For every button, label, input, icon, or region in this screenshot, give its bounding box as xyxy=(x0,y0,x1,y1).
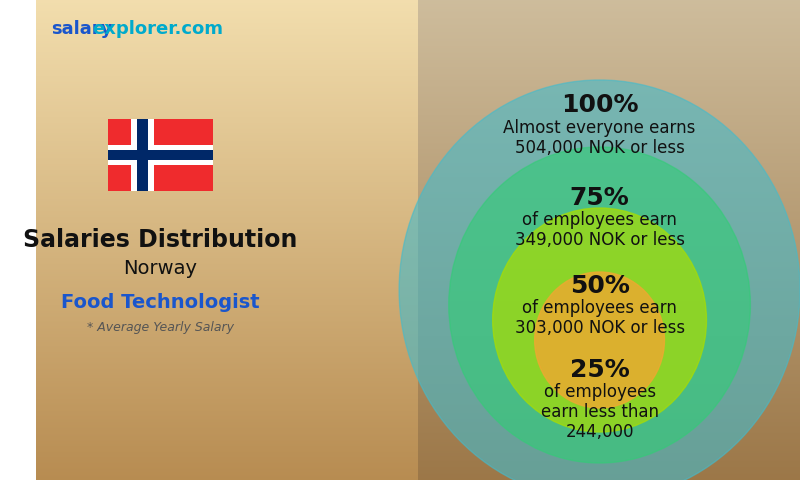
Text: 349,000 NOK or less: 349,000 NOK or less xyxy=(514,231,685,249)
Circle shape xyxy=(399,80,800,480)
Text: of employees earn: of employees earn xyxy=(522,211,677,229)
Circle shape xyxy=(449,147,750,463)
Text: Food Technologist: Food Technologist xyxy=(62,292,260,312)
Text: 504,000 NOK or less: 504,000 NOK or less xyxy=(514,139,685,157)
Text: 25%: 25% xyxy=(570,358,630,382)
Text: Salaries Distribution: Salaries Distribution xyxy=(23,228,298,252)
Text: * Average Yearly Salary: * Average Yearly Salary xyxy=(87,322,234,335)
Text: explorer.com: explorer.com xyxy=(92,20,222,38)
Text: 100%: 100% xyxy=(561,93,638,117)
Circle shape xyxy=(534,272,665,408)
Text: salary: salary xyxy=(50,20,112,38)
Text: earn less than: earn less than xyxy=(541,403,658,421)
FancyBboxPatch shape xyxy=(108,145,213,165)
Text: 244,000: 244,000 xyxy=(566,423,634,441)
Text: of employees: of employees xyxy=(543,383,656,401)
Text: Almost everyone earns: Almost everyone earns xyxy=(503,119,696,137)
Text: 50%: 50% xyxy=(570,274,630,298)
FancyBboxPatch shape xyxy=(108,150,213,160)
Text: 75%: 75% xyxy=(570,186,630,210)
FancyBboxPatch shape xyxy=(137,119,148,191)
Text: 303,000 NOK or less: 303,000 NOK or less xyxy=(514,319,685,337)
FancyBboxPatch shape xyxy=(108,119,213,191)
Circle shape xyxy=(493,208,706,432)
Text: Norway: Norway xyxy=(123,259,198,277)
FancyBboxPatch shape xyxy=(131,119,154,191)
Text: of employees earn: of employees earn xyxy=(522,299,677,317)
